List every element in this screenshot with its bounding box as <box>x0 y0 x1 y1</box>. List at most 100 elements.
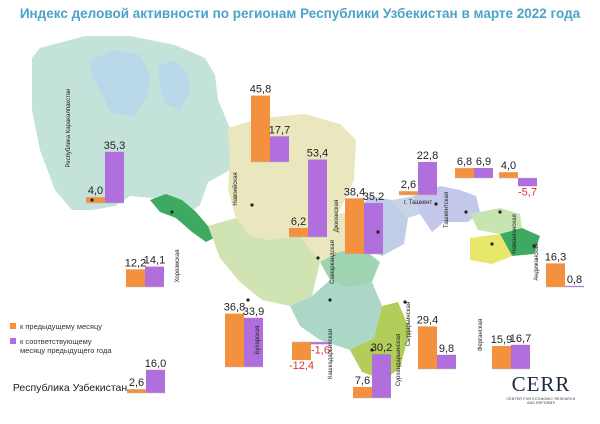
city-dot-11 <box>498 210 502 214</box>
bar-10-1 <box>474 167 493 178</box>
city-dot-1 <box>170 210 174 214</box>
bar-13-0 <box>492 345 511 369</box>
bar-14-1 <box>146 369 165 393</box>
city-dot-13 <box>490 242 494 246</box>
data-label-5-1: -1,6 <box>311 344 330 356</box>
bar-2-0 <box>251 95 270 162</box>
data-label-7-1: 30,2 <box>371 342 392 354</box>
city-dot-5 <box>328 298 332 302</box>
city-dot-12 <box>532 244 536 248</box>
chart-title: Индекс деловой активности по регионам Ре… <box>19 6 581 21</box>
bar-11-0 <box>499 172 518 178</box>
region-namangan <box>470 208 522 234</box>
data-label-9-0: 2,6 <box>401 179 416 191</box>
city-dot-7 <box>370 348 374 352</box>
legend-swatch-prev-month <box>10 323 16 329</box>
region-khorezm <box>150 194 214 242</box>
region-label-2: Навоийская <box>232 172 239 205</box>
bar-12-1 <box>565 285 584 288</box>
legend-swatch-prev-year <box>10 338 16 344</box>
legend-label-prev-year: к соответствующему месяцу предыдущего го… <box>20 337 112 355</box>
data-label-3-0: 36,8 <box>224 302 245 314</box>
legend: к предыдущему месяцу к соответствующему … <box>10 322 112 361</box>
region-syrdarya <box>392 196 420 218</box>
bar-1-1 <box>145 266 164 287</box>
logo-sub-text: Center for Economic Research and Reforms <box>506 397 576 405</box>
legend-label-prev-month: к предыдущему месяцу <box>20 322 103 331</box>
bar-4-1 <box>308 159 327 237</box>
data-label-12-1: 0,8 <box>567 274 582 286</box>
data-label-12-0: 16,3 <box>545 251 566 263</box>
bar-4-0 <box>289 228 308 237</box>
data-label-6-1: 35,2 <box>363 191 384 203</box>
bar-3-0 <box>225 313 244 367</box>
region-bukhara <box>208 218 320 306</box>
data-label-4-1: 53,4 <box>307 148 328 160</box>
region-label-1: Хорезмская <box>175 249 181 282</box>
region-label-12: Андижанская <box>534 243 540 280</box>
bar-0-0 <box>86 197 105 203</box>
bar-7-0 <box>353 386 372 398</box>
region-label-13: Ферганская <box>478 319 484 351</box>
city-dot-4 <box>316 256 320 260</box>
data-label-3-1: 33,9 <box>243 306 264 318</box>
region-label-5: Кашкадарьинская <box>328 329 334 379</box>
region-label-3: Бухарская <box>255 326 261 355</box>
region-surkhandarya <box>350 302 410 380</box>
data-label-10-1: 6,9 <box>476 156 491 168</box>
data-label-2-0: 45,8 <box>250 84 271 96</box>
region-label-8: Сырдарьинская <box>406 302 412 346</box>
legend-item-prev-month: к предыдущему месяцу <box>10 322 112 331</box>
bar-1-0 <box>126 269 145 287</box>
logo-main-text: CERR <box>511 372 571 396</box>
bar-0-1 <box>105 151 124 203</box>
data-label-14-1: 16,0 <box>145 358 166 370</box>
region-label-7: Сурхандарьинская <box>396 334 402 386</box>
region-label-14: Республика Узбекистан <box>13 382 128 394</box>
city-dot-0 <box>90 198 94 202</box>
data-label-14-0: 2,6 <box>129 377 144 389</box>
aral-sea <box>90 50 150 116</box>
city-dot-2 <box>250 203 254 207</box>
data-label-1-0: 12,2 <box>125 257 146 269</box>
region-andijan <box>500 228 540 256</box>
data-label-5-0: -12,4 <box>289 360 314 372</box>
bar-6-0 <box>345 198 364 254</box>
region-tashkent <box>414 186 480 232</box>
data-label-10-0: 6,8 <box>457 156 472 168</box>
region-label-0: Республика Каракалпакстан <box>66 89 72 168</box>
data-label-13-0: 15,9 <box>491 334 512 346</box>
region-label-6: Джизакская <box>334 200 340 233</box>
city-dot-6 <box>376 230 380 234</box>
region-samarkand <box>320 248 380 288</box>
region-fergana <box>470 234 512 264</box>
legend-item-prev-year: к соответствующему месяцу предыдущего го… <box>10 337 112 355</box>
city-dot-9 <box>434 202 438 206</box>
data-label-8-1: 9,8 <box>439 343 454 355</box>
data-label-0-1: 35,3 <box>104 140 125 152</box>
bar-12-0 <box>546 263 565 287</box>
data-label-0-0: 4,0 <box>88 185 103 197</box>
bar-9-1 <box>418 161 437 195</box>
data-label-8-0: 29,4 <box>417 314 438 326</box>
region-label-11: Наманганская <box>512 214 518 254</box>
data-label-7-0: 7,6 <box>355 375 370 387</box>
bar-10-0 <box>455 168 474 178</box>
data-label-2-1: 17,7 <box>269 124 290 136</box>
city-dot-3 <box>246 298 250 302</box>
data-label-1-1: 14,1 <box>144 255 165 267</box>
bar-11-1 <box>518 178 537 187</box>
bar-5-1 <box>311 342 330 345</box>
city-dot-10 <box>464 210 468 214</box>
bar-2-1 <box>270 136 289 162</box>
aral-sea-east <box>158 60 190 110</box>
bar-9-0 <box>399 191 418 195</box>
bar-6-1 <box>364 202 383 254</box>
region-label-10: Ташкентская <box>444 192 450 228</box>
data-label-13-1: 16,7 <box>510 333 531 345</box>
data-label-9-1: 22,8 <box>417 150 438 162</box>
data-label-11-1: -5,7 <box>518 186 537 198</box>
bar-13-1 <box>511 344 530 369</box>
